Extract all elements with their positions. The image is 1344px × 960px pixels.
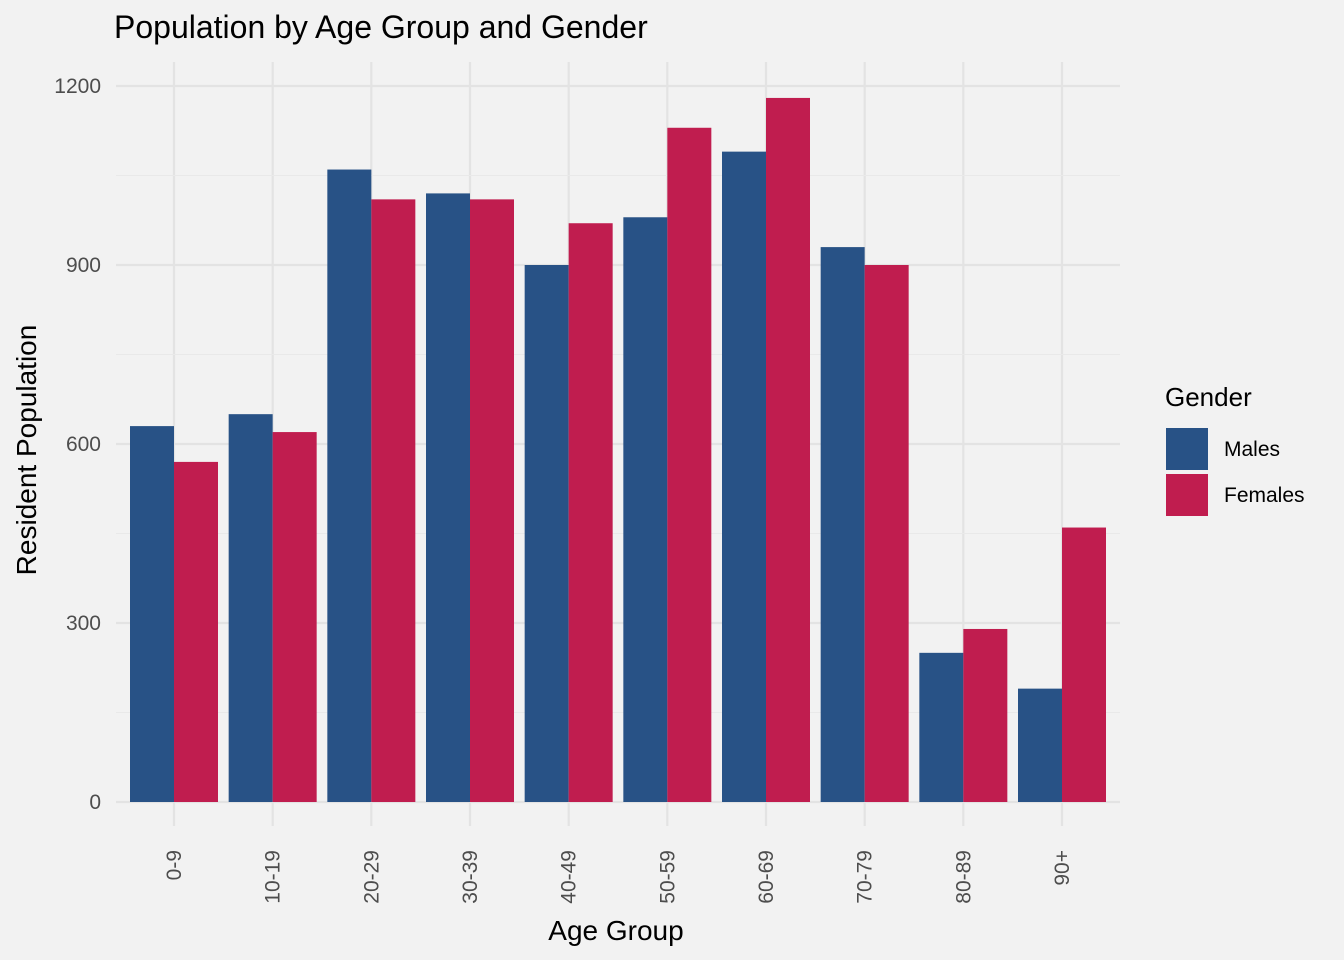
legend-key-males (1166, 428, 1208, 470)
x-axis-title: Age Group (548, 915, 683, 946)
bar-females-90+ (1062, 527, 1106, 802)
bar-females-60-69 (766, 97, 810, 802)
x-tick-label: 30-39 (459, 850, 482, 904)
bar-males-80-89 (919, 652, 964, 802)
bars (130, 97, 1106, 803)
x-tick-label: 20-29 (360, 850, 383, 904)
bar-males-60-69 (722, 151, 766, 803)
bar-females-80-89 (963, 628, 1008, 802)
bar-males-90+ (1018, 688, 1062, 802)
bar-females-70-79 (864, 265, 909, 802)
y-tick-label: 1200 (54, 75, 101, 98)
bar-males-70-79 (820, 247, 865, 803)
y-tick-label: 300 (66, 612, 101, 635)
x-tick-label: 70-79 (854, 850, 877, 904)
bar-females-30-39 (470, 199, 514, 802)
legend-label-females: Females (1224, 484, 1305, 507)
x-tick-label: 0-9 (163, 850, 186, 880)
bar-females-10-19 (272, 432, 317, 802)
y-tick-label: 900 (66, 254, 101, 277)
bar-males-20-29 (327, 169, 372, 803)
x-tick-label: 60-69 (755, 850, 778, 904)
x-tick-label: 90+ (1051, 850, 1074, 886)
legend-title: Gender (1165, 382, 1252, 412)
y-axis-title: Resident Population (11, 325, 42, 576)
x-tick-label: 40-49 (558, 850, 581, 904)
x-tick-label: 10-19 (262, 850, 285, 904)
x-tick-label: 80-89 (952, 850, 975, 904)
bar-females-0-9 (174, 461, 218, 802)
bar-males-50-59 (623, 217, 668, 802)
bar-females-50-59 (667, 127, 712, 803)
x-tick-label: 50-59 (656, 850, 679, 904)
chart-title: Population by Age Group and Gender (114, 9, 648, 45)
legend: Gender Males Females (1165, 382, 1305, 516)
bar-females-40-49 (568, 223, 613, 802)
bar-males-30-39 (426, 193, 470, 802)
y-tick-label: 0 (89, 791, 101, 814)
bar-males-40-49 (524, 265, 569, 802)
y-tick-label: 600 (66, 433, 101, 456)
bar-males-0-9 (130, 426, 174, 802)
x-axis-ticks: 0-9 10-19 20-29 30-39 40-49 50-59 60-69 70-79 80… (163, 850, 1074, 904)
y-axis-ticks: 0 300 600 900 1200 (54, 75, 101, 814)
bar-females-20-29 (371, 199, 416, 802)
legend-label-males: Males (1224, 438, 1280, 461)
bar-males-10-19 (228, 414, 273, 802)
legend-key-females (1166, 474, 1208, 516)
